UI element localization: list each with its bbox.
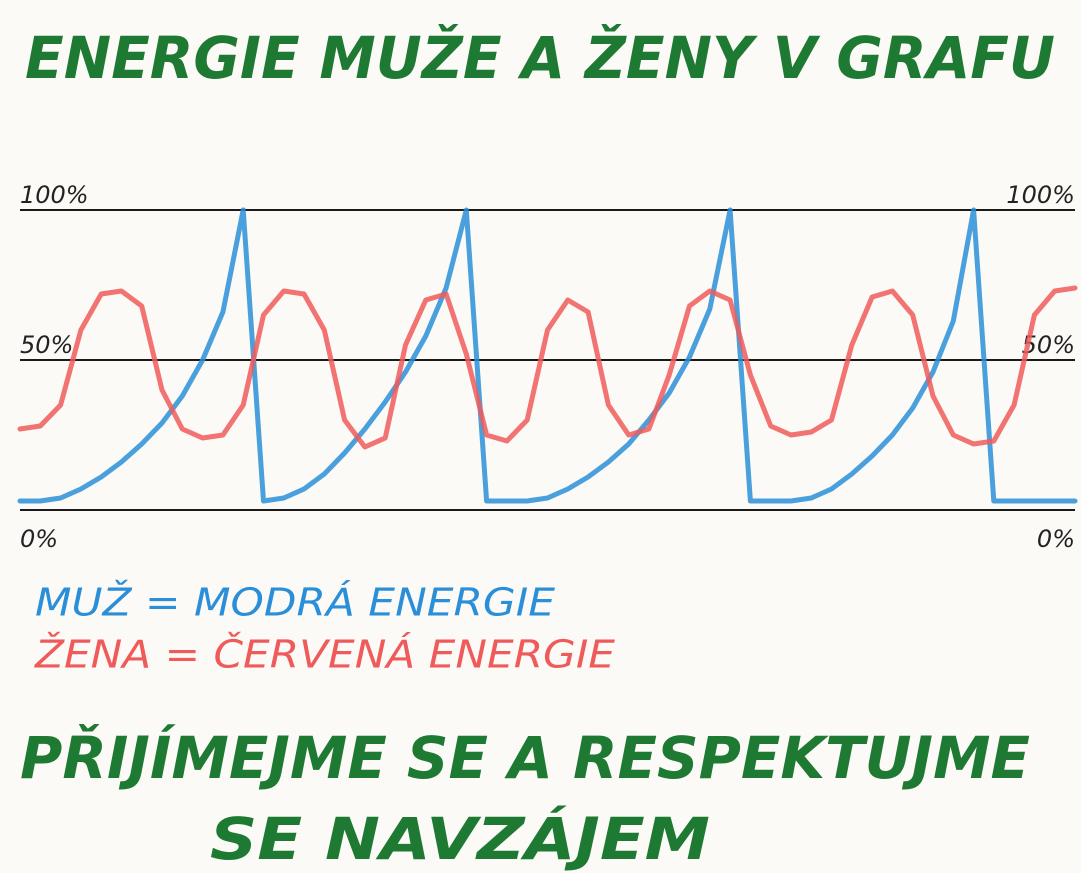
legend-entry: MUŽ = MODRÁ ENERGIE (35, 581, 555, 625)
legend-entry: ŽENA = ČERVENÁ ENERGIE (34, 633, 615, 677)
y-tick-label: 50% (20, 331, 73, 359)
y2-tick-label: 0% (1037, 525, 1075, 553)
chart: ENERGIE MUŽE A ŽENY V GRAFU PŘIJÍMEJME S… (0, 0, 1081, 873)
footer-line: SE NAVZÁJEM (210, 804, 710, 873)
y2-tick-label: 100% (1006, 181, 1075, 209)
y-tick-label: 0% (20, 525, 58, 553)
y-tick-label: 100% (20, 181, 89, 209)
footer-line: PŘIJÍMEJME SE A RESPEKTUJME (20, 723, 1030, 792)
chart-title: ENERGIE MUŽE A ŽENY V GRAFU (25, 23, 1055, 92)
